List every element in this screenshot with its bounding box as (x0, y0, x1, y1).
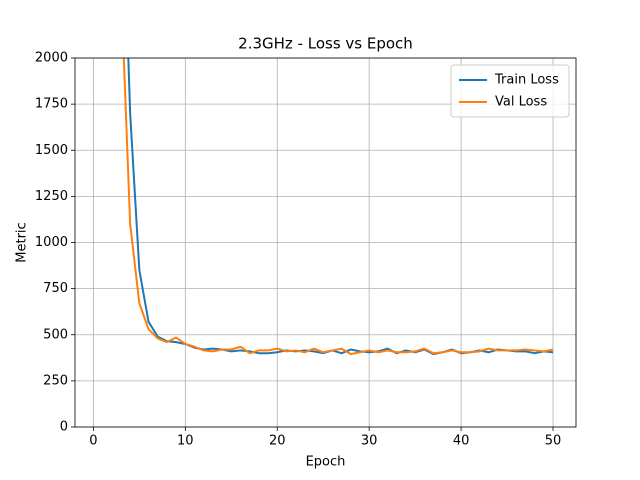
ticks: 0 10 20 30 40 5002505007501000125015001750200… (35, 51, 561, 449)
x-tick-label: 0 (89, 434, 97, 449)
y-tick-label: 1500 (35, 143, 68, 158)
y-tick-label: 750 (43, 281, 68, 296)
x-tick-label: 40 (453, 434, 470, 449)
y-tick-label: 1750 (35, 97, 68, 112)
line-series (122, 58, 554, 356)
x-tick-label: 20 (269, 434, 286, 449)
y-tick-label: 2000 (35, 51, 68, 66)
y-tick-label: 250 (43, 373, 68, 388)
x-tick-label: 50 (545, 434, 562, 449)
x-axis-label: Epoch (306, 455, 346, 470)
y-axis-label: Metric (15, 222, 30, 262)
y-tick-label: 500 (43, 327, 68, 342)
x-tick-label: 10 (177, 434, 194, 449)
legend-label: Val Loss (495, 95, 547, 110)
legend-box (450, 64, 570, 118)
y-tick-label: 1250 (35, 189, 68, 204)
chart-title: 2.3GHz - Loss vs Epoch (238, 35, 413, 53)
x-tick-label: 30 (361, 434, 378, 449)
plot-area (122, 58, 554, 356)
y-tick-label: 0 (60, 420, 68, 435)
legend-label: Train Loss (494, 73, 559, 88)
legend: Train Loss Val Loss (450, 64, 570, 118)
y-tick-label: 1000 (35, 235, 68, 250)
